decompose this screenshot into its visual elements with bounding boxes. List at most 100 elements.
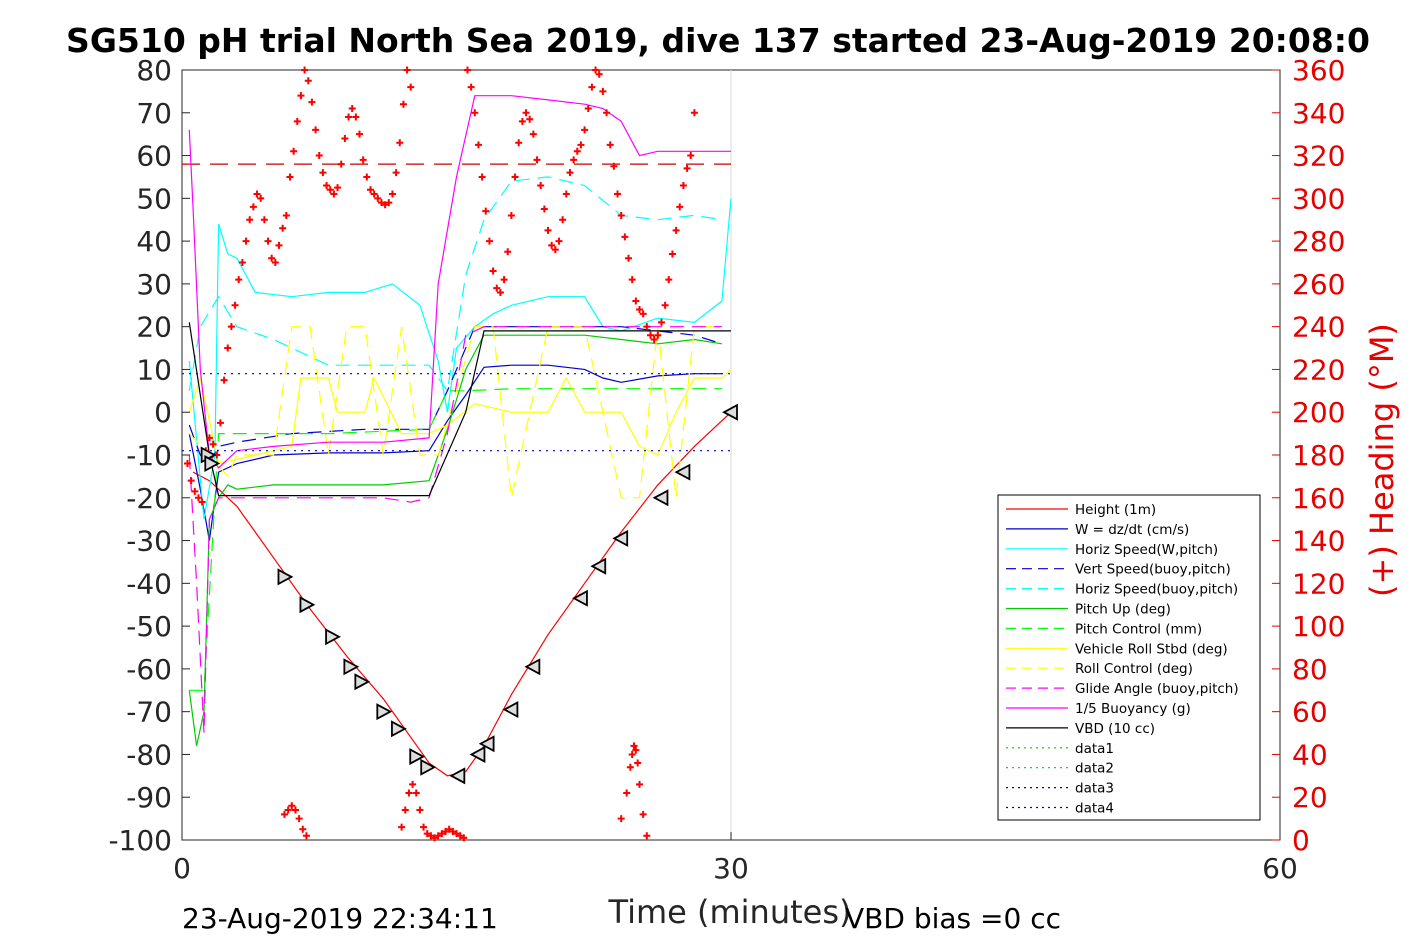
heading-point — [304, 77, 312, 85]
heading-point — [268, 254, 276, 262]
heading-point — [187, 477, 195, 485]
heading-point — [286, 173, 294, 181]
series-line-6 — [189, 388, 722, 691]
heading-point — [526, 115, 534, 123]
heading-point — [323, 182, 331, 189]
heading-point — [282, 211, 290, 219]
ytick-right-label: 360 — [1292, 54, 1345, 87]
legend-entry: data4 — [1075, 801, 1114, 817]
series-line-8 — [188, 326, 722, 499]
ytick-left-label: 10 — [136, 353, 172, 386]
ytick-right-label: 80 — [1292, 653, 1328, 686]
ytick-right-label: 300 — [1292, 182, 1345, 215]
series-line-2 — [188, 198, 732, 520]
heading-point — [639, 810, 647, 818]
heading-point — [544, 226, 552, 234]
ytick-right-label: 60 — [1292, 696, 1328, 729]
heading-markers — [184, 67, 698, 842]
series-line-1 — [188, 364, 722, 541]
heading-point — [489, 267, 497, 275]
xtick-label: 60 — [1262, 852, 1298, 885]
series-line-7 — [188, 368, 732, 465]
heading-point — [595, 70, 603, 78]
heading-point — [676, 203, 684, 211]
heading-point — [377, 199, 385, 207]
series-line-9 — [188, 326, 722, 734]
heading-point — [562, 190, 570, 198]
heading-point — [570, 156, 578, 164]
heading-point — [299, 825, 307, 833]
heading-point — [628, 276, 636, 284]
heading-point — [668, 250, 676, 258]
depth-marker-down — [376, 703, 393, 721]
heading-point — [264, 237, 272, 245]
heading-point — [540, 205, 548, 213]
heading-point — [614, 190, 622, 198]
legend-entry: Glide Angle (buoy,pitch) — [1075, 681, 1239, 697]
heading-point — [636, 780, 643, 788]
heading-point — [291, 806, 299, 814]
legend-entry: Roll Control (deg) — [1075, 661, 1193, 677]
heading-point — [238, 259, 246, 266]
legend: Height (1m) W = dz/dt (cm/s) Horiz Speed(W… — [997, 494, 1261, 821]
heading-point — [467, 83, 475, 91]
heading-point — [242, 237, 250, 245]
heading-point — [312, 126, 320, 134]
heading-point — [224, 344, 232, 352]
ytick-left-label: 70 — [136, 97, 172, 130]
ytick-right-label: 280 — [1292, 225, 1345, 258]
heading-point — [603, 109, 611, 117]
heading-point — [302, 832, 310, 840]
ytick-left-label: -10 — [126, 439, 172, 472]
ytick-right-label: 160 — [1292, 482, 1345, 515]
ytick-left-label: 60 — [136, 140, 172, 173]
legend-entry: 1/5 Buoyancy (g) — [1075, 701, 1191, 717]
y-axis-left-ticks: 80 70 60 50 40 30 20 10 0 -10 -20 -30 -40 -50 -60 -70 -8… — [108, 54, 190, 857]
depth-marker-up — [449, 767, 466, 785]
heading-point — [683, 164, 691, 172]
heading-point — [359, 156, 367, 164]
depth-marker-up — [469, 745, 486, 763]
heading-point — [584, 105, 592, 112]
heading-point — [573, 147, 581, 155]
heading-point — [661, 301, 669, 309]
heading-point — [288, 802, 296, 810]
heading-point — [434, 832, 442, 840]
heading-point — [194, 494, 202, 502]
series-line-5 — [188, 334, 722, 747]
heading-point — [235, 276, 243, 284]
ytick-left-label: -20 — [126, 482, 172, 515]
heading-point — [191, 487, 199, 495]
heading-point — [290, 147, 298, 155]
ytick-left-label: 0 — [154, 396, 172, 429]
heading-point — [628, 750, 636, 758]
ytick-left-label: -100 — [108, 824, 172, 857]
xtick-label: 30 — [713, 852, 749, 885]
depth-marker-up — [652, 489, 669, 507]
heading-point — [257, 194, 265, 202]
heading-point — [412, 789, 420, 797]
heading-point — [271, 259, 279, 266]
heading-point — [625, 254, 633, 262]
heading-point — [246, 216, 254, 224]
legend-entry: Pitch Up (deg) — [1075, 602, 1171, 618]
heading-point — [249, 203, 257, 211]
heading-point — [460, 834, 468, 842]
depth-marker-up — [572, 589, 588, 607]
heading-point — [366, 186, 374, 194]
heading-point — [370, 190, 378, 198]
legend-entry: Horiz Speed(buoy,pitch) — [1075, 582, 1238, 598]
heading-point — [623, 789, 631, 797]
depth-marker-down — [325, 628, 341, 646]
heading-point — [334, 184, 342, 192]
heading-point — [672, 226, 680, 234]
heading-point — [617, 211, 625, 219]
legend-entry: W = dz/dt (cm/s) — [1075, 522, 1189, 538]
ytick-right-label: 20 — [1292, 781, 1328, 814]
ytick-right-label: 120 — [1292, 567, 1345, 600]
heading-point — [326, 186, 334, 194]
heading-point — [548, 241, 556, 249]
heading-point — [315, 152, 323, 160]
heading-point — [515, 139, 523, 147]
ytick-right-label: 260 — [1292, 268, 1345, 301]
